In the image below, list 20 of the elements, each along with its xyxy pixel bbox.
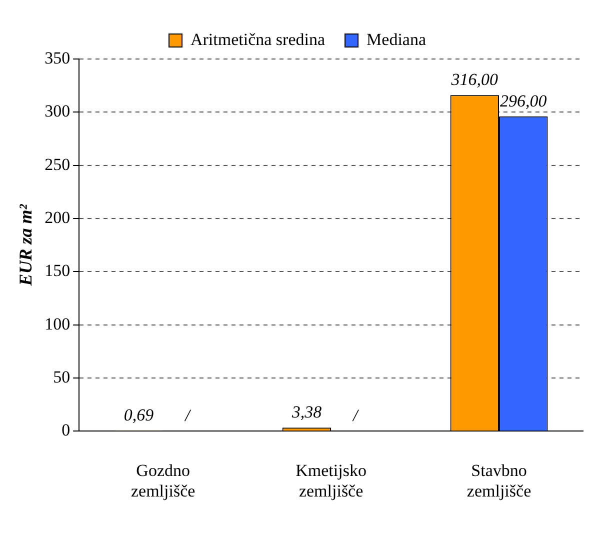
y-axis-title: EUR za m²: [15, 204, 36, 287]
x-tick-label: Kmetijsko zemljišče: [296, 460, 366, 500]
data-label: 316,00: [450, 70, 499, 90]
legend-label: Mediana: [366, 30, 426, 49]
y-tick-label: 50: [53, 367, 70, 386]
y-tick-label: 250: [44, 154, 70, 174]
y-tick-label: 200: [44, 208, 70, 227]
legend-label: Aritmetična sredina: [190, 30, 326, 49]
data-label: 3,38: [290, 402, 322, 422]
x-tick-label: Gozdno zemljišče: [130, 460, 196, 500]
x-tick-label: Stavbno zemljišče: [466, 460, 532, 500]
y-tick-label: 300: [44, 102, 70, 121]
y-tick-label: 0: [62, 420, 70, 440]
y-tick-label: 100: [44, 314, 70, 334]
text: /: [353, 406, 358, 426]
data-label: 296,00: [500, 91, 548, 110]
y-tick-label: 350: [44, 48, 70, 68]
y-tick-label: 150: [44, 261, 70, 280]
text: /: [185, 406, 190, 426]
data-label: 0,69: [124, 405, 154, 424]
